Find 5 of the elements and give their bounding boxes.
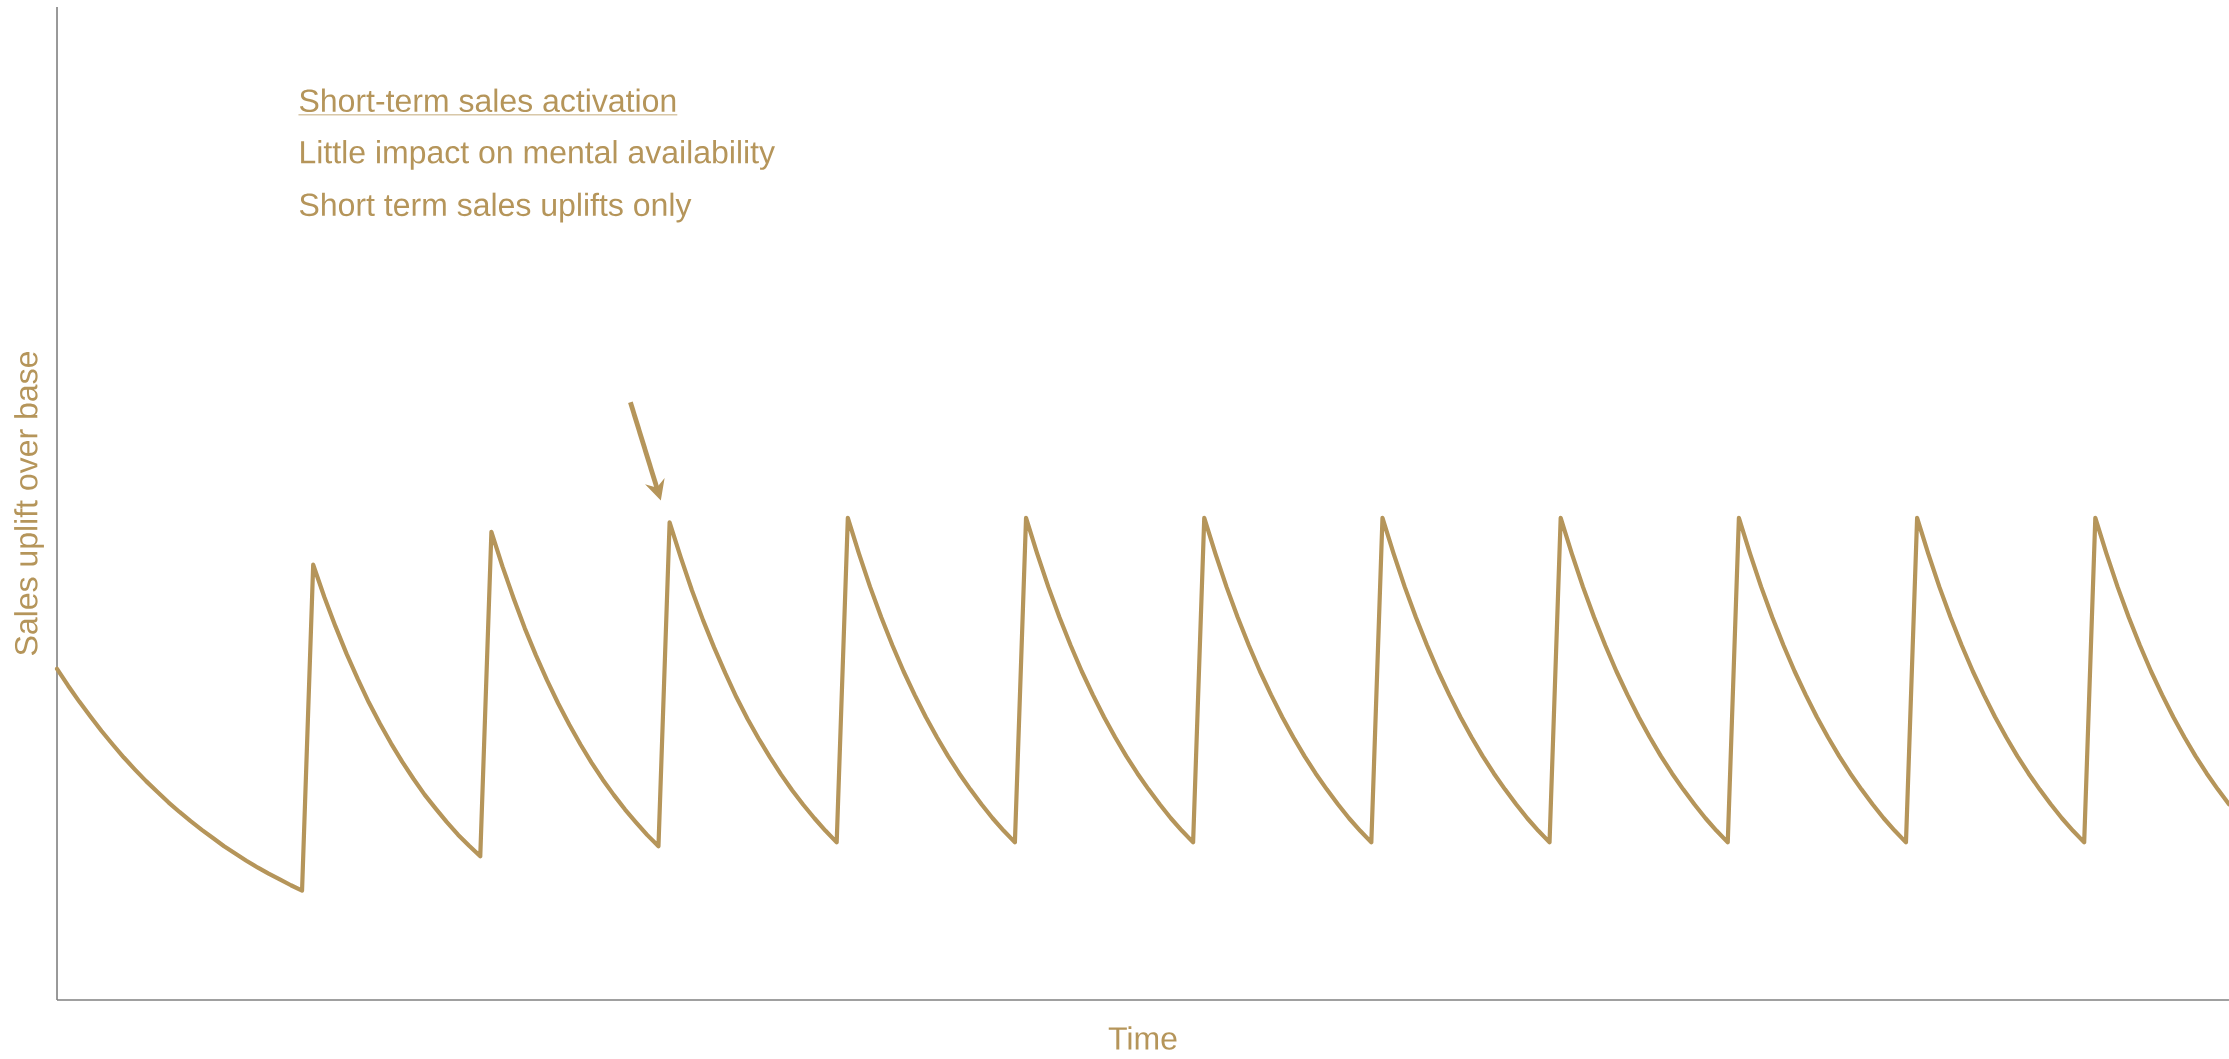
text: Short-term sales activation (299, 88, 676, 113)
x-axis-title: Time (1108, 1026, 1177, 1050)
text: Short term sales uplifts only (299, 192, 692, 223)
y-axis-title: Sales uplift over base (14, 352, 44, 656)
text: Little impact on mental availability (301, 140, 775, 170)
